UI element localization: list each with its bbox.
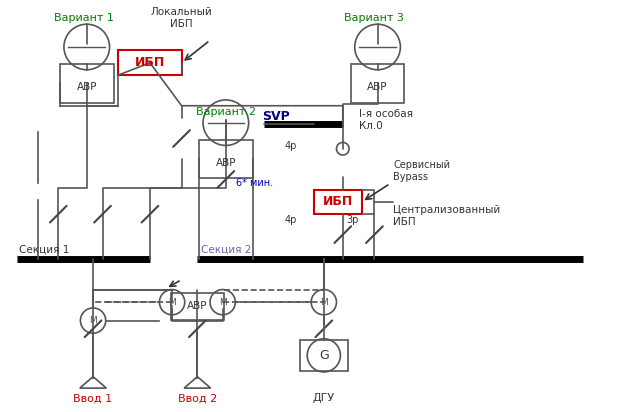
Text: Вариант 1: Вариант 1 xyxy=(53,13,114,23)
Bar xyxy=(351,64,404,103)
Text: АВР: АВР xyxy=(76,82,97,92)
Text: Секция 1: Секция 1 xyxy=(19,244,69,254)
Text: 3р: 3р xyxy=(346,215,358,225)
Ellipse shape xyxy=(337,143,349,155)
Bar xyxy=(118,51,182,75)
Bar xyxy=(314,190,362,214)
Text: Сервисный
Bypass: Сервисный Bypass xyxy=(393,160,450,182)
Text: Локальный
ИБП: Локальный ИБП xyxy=(150,7,213,28)
Text: Секция 2: Секция 2 xyxy=(201,244,251,254)
Text: Централизованный
ИБП: Централизованный ИБП xyxy=(393,206,500,227)
Bar xyxy=(60,64,114,103)
Text: АВР: АВР xyxy=(215,158,236,168)
Text: M: M xyxy=(168,297,176,307)
Text: SVP: SVP xyxy=(262,110,290,123)
Text: АВР: АВР xyxy=(187,301,208,311)
Text: 4р: 4р xyxy=(285,215,297,225)
Text: ИБП: ИБП xyxy=(323,195,353,208)
Text: 6* мин.: 6* мин. xyxy=(236,178,273,189)
Text: ДГУ: ДГУ xyxy=(313,393,335,403)
Text: Ввод 2: Ввод 2 xyxy=(178,393,217,403)
Text: АВР: АВР xyxy=(367,82,388,92)
Text: Вариант 2: Вариант 2 xyxy=(196,107,256,117)
Text: Вариант 3: Вариант 3 xyxy=(344,13,404,23)
Text: I-я особая
Кл.0: I-я особая Кл.0 xyxy=(359,109,413,131)
Bar xyxy=(199,140,253,178)
Bar xyxy=(300,340,347,371)
Text: G: G xyxy=(319,349,329,362)
Text: 4р: 4р xyxy=(285,141,297,151)
Text: M: M xyxy=(320,297,328,307)
Text: M: M xyxy=(219,297,227,307)
Text: M: M xyxy=(89,316,97,325)
Text: ИБП: ИБП xyxy=(135,56,165,69)
Text: Ввод 1: Ввод 1 xyxy=(74,393,112,403)
Bar xyxy=(171,293,224,320)
